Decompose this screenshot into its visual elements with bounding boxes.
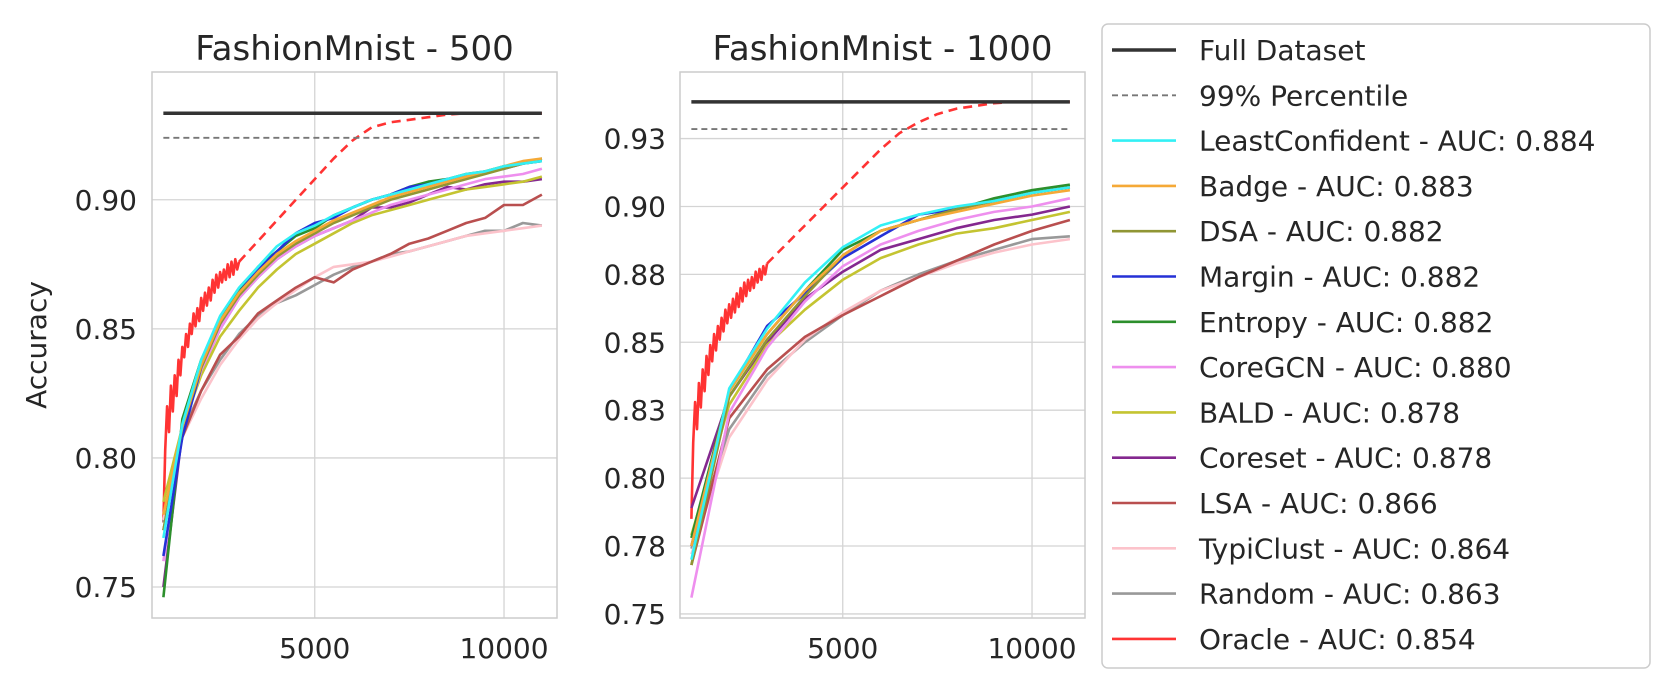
- series-line-leastconfident-auc-0-884: [690, 186, 1071, 560]
- series-line-lsa-auc-0-866: [690, 218, 1071, 566]
- y-tick-label: 0.75: [604, 598, 666, 631]
- series-line-bald-auc-0-878: [690, 210, 1071, 536]
- legend-items: Full Dataset 99% Percentile LeastConfident…: [1112, 34, 1595, 656]
- series-line-badge-auc-0-883: [690, 188, 1071, 547]
- y-tick-label: 0.80: [604, 462, 666, 495]
- chart-title: FashionMnist - 500: [195, 29, 513, 69]
- legend-label-coreset-auc-0-878: Coreset - AUC: 0.878: [1199, 442, 1492, 475]
- series-layer: [690, 100, 1071, 598]
- series-line-typiclust-auc-0-864: [690, 237, 1071, 555]
- plot-frame: [151, 71, 558, 619]
- y-tick-label: 0.85: [75, 313, 137, 346]
- y-tick-label: 0.83: [604, 394, 666, 427]
- y-tick-labels: 0.75 0.78 0.80 0.83 0.85 0.88 0.90 0.93: [604, 123, 666, 631]
- legend-label-leastconfident-auc-0-884: LeastConfident - AUC: 0.884: [1199, 125, 1595, 158]
- legend-label-dsa-auc-0-882: DSA - AUC: 0.882: [1199, 215, 1444, 248]
- series-line-leastconfident-auc-0-884: [162, 159, 543, 539]
- legend-label-bald-auc-0-878: BALD - AUC: 0.878: [1199, 396, 1460, 429]
- legend-label-99-percentile: 99% Percentile: [1199, 79, 1408, 112]
- x-tick-label: 5000: [279, 632, 350, 665]
- series-line-lsa-auc-0-866: [162, 193, 543, 531]
- series-line-random-auc-0-863: [162, 221, 543, 523]
- legend-label-badge-auc-0-883: Badge - AUC: 0.883: [1199, 170, 1474, 203]
- legend-label-margin-auc-0-882: Margin - AUC: 0.882: [1199, 261, 1480, 294]
- y-tick-label: 0.90: [75, 184, 137, 217]
- series-line-bald-auc-0-878: [162, 175, 543, 503]
- x-tick-label: 5000: [807, 632, 878, 665]
- y-tick-label: 0.75: [75, 571, 137, 604]
- y-tick-label: 0.80: [75, 442, 137, 475]
- panel-fashionmnist-500: 0.75 0.80 0.85 0.90 5000 10000 FashionMnist …: [20, 29, 558, 665]
- legend-frame: [1101, 23, 1651, 669]
- series-line-oracle-auc-0-854: [690, 263, 769, 519]
- legend-label-lsa-auc-0-866: LSA - AUC: 0.866: [1199, 487, 1438, 520]
- series-line-coregcn-auc-0-880: [690, 197, 1071, 598]
- series-line-typiclust-auc-0-864: [162, 224, 543, 521]
- y-tick-label: 0.78: [604, 530, 666, 563]
- plot-frame: [679, 71, 1086, 619]
- series-line-oracle-auc-0-854: [162, 257, 241, 523]
- legend-label-oracle-auc-0-854: Oracle - AUC: 0.854: [1199, 623, 1476, 656]
- legend-label-random-auc-0-863: Random - AUC: 0.863: [1199, 578, 1501, 611]
- y-tick-label: 0.85: [604, 326, 666, 359]
- x-tick-label: 10000: [459, 632, 548, 665]
- y-tick-labels: 0.75 0.80 0.85 0.90: [75, 184, 137, 604]
- y-tick-label: 0.93: [604, 123, 666, 156]
- legend-label-entropy-auc-0-882: Entropy - AUC: 0.882: [1199, 306, 1493, 339]
- series-line-coregcn-auc-0-880: [162, 167, 543, 562]
- series-line-dsa-auc-0-882: [162, 159, 543, 531]
- series-layer: [162, 111, 543, 598]
- y-tick-label: 0.88: [604, 258, 666, 291]
- legend: Full Dataset 99% Percentile LeastConfident…: [1101, 23, 1651, 669]
- x-tick-label: 10000: [987, 632, 1076, 665]
- x-tick-labels: 5000 10000: [807, 632, 1076, 665]
- grid: [680, 72, 1085, 618]
- legend-label-coregcn-auc-0-880: CoreGCN - AUC: 0.880: [1199, 351, 1512, 384]
- y-axis-label: Accuracy: [20, 281, 53, 409]
- legend-label-full-dataset: Full Dataset: [1199, 34, 1365, 67]
- panel-fashionmnist-1000: 0.75 0.78 0.80 0.83 0.85 0.88 0.90 0.93 5000 100…: [604, 29, 1086, 665]
- legend-label-typiclust-auc-0-864: TypiClust - AUC: 0.864: [1198, 532, 1510, 565]
- y-tick-label: 0.90: [604, 190, 666, 223]
- chart-title: FashionMnist - 1000: [712, 29, 1052, 69]
- x-tick-labels: 5000 10000: [279, 632, 548, 665]
